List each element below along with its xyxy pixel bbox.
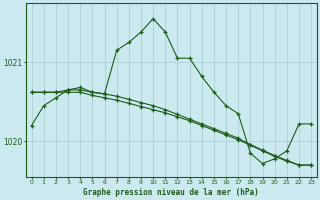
X-axis label: Graphe pression niveau de la mer (hPa): Graphe pression niveau de la mer (hPa) (84, 188, 259, 197)
